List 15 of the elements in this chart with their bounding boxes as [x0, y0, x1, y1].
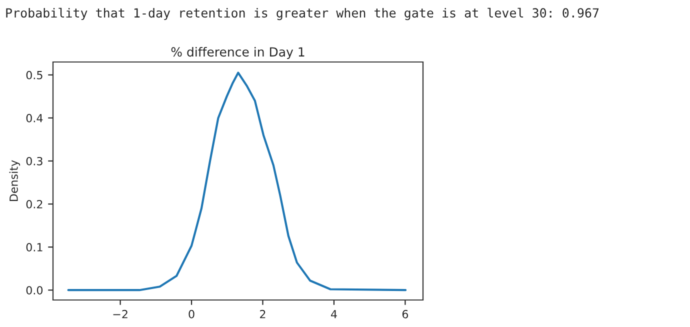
text: Probability that 1-day retention is greater when the gate is at level 30: 0.967 — [6, 8, 599, 20]
x-tick-label: 0 — [188, 310, 194, 318]
y-tick-label: 0.3 — [26, 156, 42, 166]
y-tick-label: 0.0 — [26, 286, 43, 294]
y-axis-title: Density — [9, 160, 20, 202]
y-tick-label: 0.4 — [26, 114, 43, 122]
x-tick-label: −2 — [113, 310, 128, 318]
y-tick-label: 0.1 — [26, 243, 42, 252]
chart-title: % difference in Day 1 — [171, 46, 304, 60]
x-tick-label: 4 — [330, 310, 337, 318]
x-tick-label: 2 — [260, 310, 266, 318]
line-series — [67, 72, 407, 292]
x-tick-label: 6 — [402, 310, 408, 318]
y-tick-label: 0.2 — [26, 200, 42, 208]
y-tick-label: 0.5 — [26, 70, 42, 80]
